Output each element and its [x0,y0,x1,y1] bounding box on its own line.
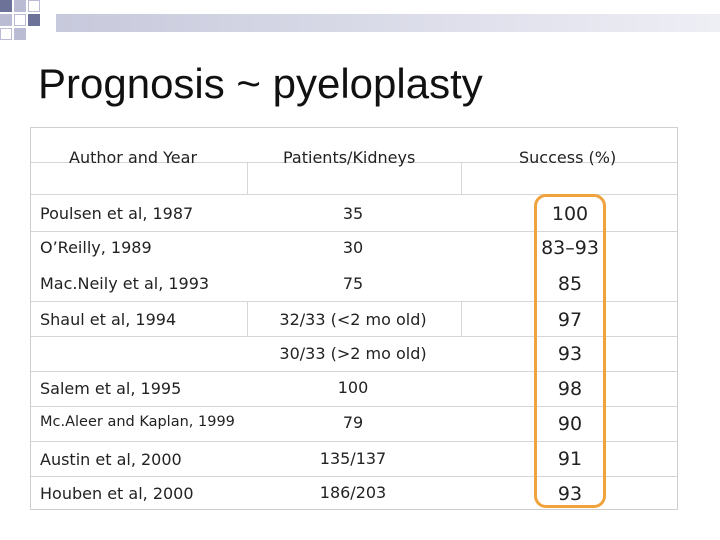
row-8-author: Austin et al, 2000 [40,450,182,469]
row-6-author: Salem et al, 1995 [40,379,182,398]
slide-title: Prognosis ~ pyeloplasty [38,60,483,107]
row-8-patients: 135/137 [319,449,387,468]
row-4-patients: 32/33 (<2 mo old) [279,310,427,329]
header-author-year: Author and Year [69,148,198,167]
row-2-patients: 30 [342,238,364,257]
row-6-patients: 100 [337,378,369,397]
row-3-author: Mac.Neily et al, 1993 [40,274,210,293]
header-success: Success (%) [519,148,617,167]
row-3-success: 85 [557,273,583,295]
row-1-success: 100 [551,203,589,225]
corner-decoration [0,0,56,46]
row-9-author: Houben et al, 2000 [40,484,194,503]
row-3-patients: 75 [342,274,364,293]
row-7-author: Mc.Aleer and Kaplan, 1999 [40,414,235,430]
results-table: Author and Year Patients/Kidneys Success… [30,127,678,510]
row-1-author: Poulsen et al, 1987 [40,204,194,223]
row-7-patients: 79 [342,413,364,432]
header-gradient-bar [56,14,720,32]
row-5-success: 93 [557,343,583,365]
row-5-patients: 30/33 (>2 mo old) [279,344,427,363]
success-column-highlight [534,194,606,508]
row-8-success: 91 [557,448,583,470]
row-9-patients: 186/203 [319,483,387,502]
row-7-success: 90 [557,413,583,435]
row-9-success: 93 [557,483,583,505]
row-1-patients: 35 [342,204,364,223]
row-2-success: 83–93 [541,237,599,259]
header-patients-kidneys: Patients/Kidneys [283,148,416,167]
row-4-success: 97 [557,309,583,331]
row-4-author: Shaul et al, 1994 [40,310,177,329]
row-2-author: O’Reilly, 1989 [40,238,152,257]
row-6-success: 98 [557,378,583,400]
